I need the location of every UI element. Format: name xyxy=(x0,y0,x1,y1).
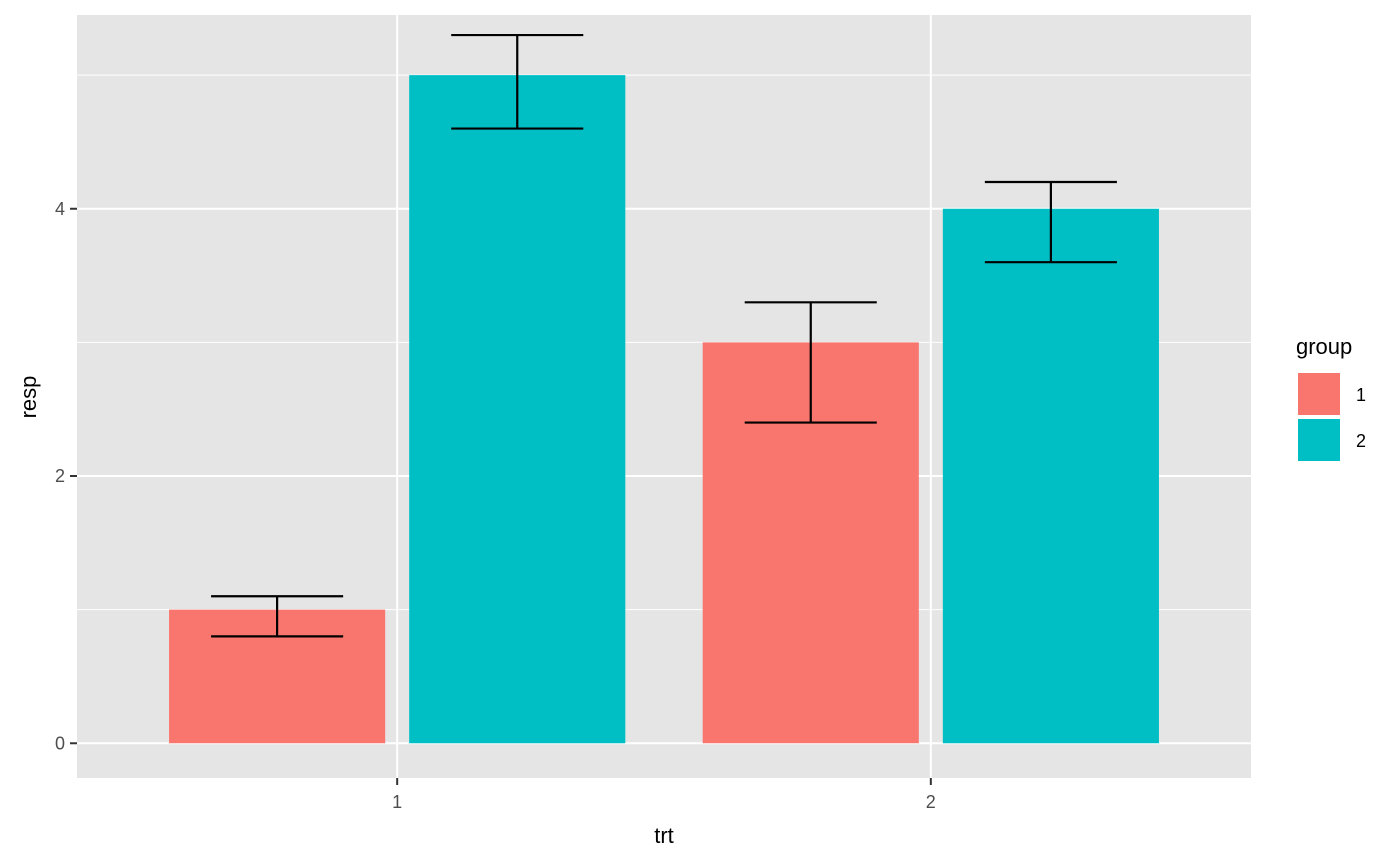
legend: group 1 2 xyxy=(1296,334,1366,461)
error-bar-group-2-trt-1 xyxy=(451,33,584,130)
x-axis-title: trt xyxy=(654,823,674,848)
legend-key-2 xyxy=(1298,419,1340,461)
legend-key-1 xyxy=(1298,373,1340,415)
error-bar-group-2-trt-2 xyxy=(984,180,1117,264)
legend-label-1: 1 xyxy=(1356,385,1366,405)
x-tick-label: 2 xyxy=(926,792,936,812)
bars xyxy=(169,75,1159,744)
bar-group-2-trt-1 xyxy=(409,75,626,744)
error-bars xyxy=(211,33,1117,638)
bar-group-2-trt-2 xyxy=(942,208,1159,744)
error-bar-group-1-trt-1 xyxy=(211,595,344,638)
error-bar-group-1-trt-2 xyxy=(744,301,877,424)
x-tick-label: 1 xyxy=(392,792,402,812)
y-axis-title: resp xyxy=(16,376,41,419)
legend-label-2: 2 xyxy=(1356,431,1366,451)
y-tick-label: 4 xyxy=(55,199,65,219)
y-tick-label: 0 xyxy=(55,733,65,753)
legend-title: group xyxy=(1296,334,1352,359)
y-axis: 0 2 4 xyxy=(55,199,77,753)
y-tick-label: 2 xyxy=(55,466,65,486)
